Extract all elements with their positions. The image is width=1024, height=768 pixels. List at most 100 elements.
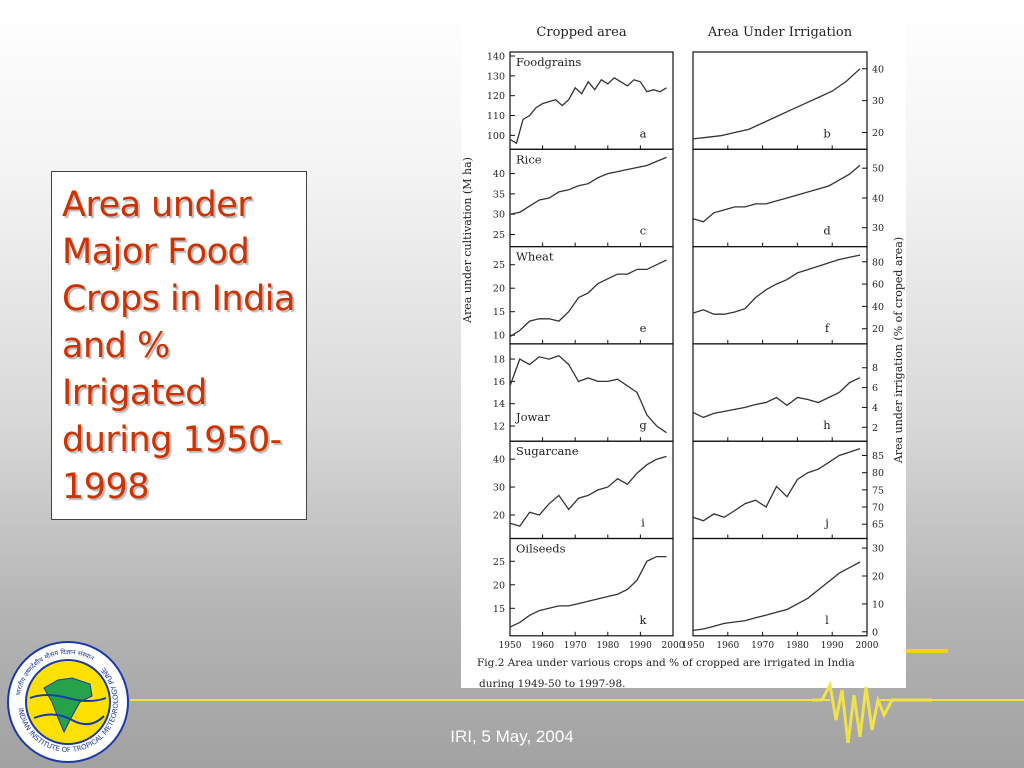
series-line-l xyxy=(692,561,861,632)
ytick-label-k: 25 xyxy=(493,557,505,568)
panel-letter-c: c xyxy=(640,224,646,238)
ytick-label-c: 35 xyxy=(493,189,505,200)
ytick-label-b: 20 xyxy=(872,128,884,139)
series-line-a xyxy=(509,76,667,145)
panel-letter-i: i xyxy=(641,516,645,530)
figure-caption-line1: Fig.2 Area under various crops and % of … xyxy=(477,657,855,669)
xtick-label-col1: 1960 xyxy=(716,641,739,651)
crop-label-k: Oilseeds xyxy=(516,542,566,556)
series-line-i xyxy=(509,455,667,527)
panel-frame-f xyxy=(692,246,868,345)
series-line-h xyxy=(692,377,861,419)
xtick-label-col1: 2000 xyxy=(856,641,879,651)
iitm-logo: INDIAN INSTITUTE OF TROPICAL METEOROLOGY… xyxy=(7,641,129,763)
title-box: Area under Major Food Crops in India and… xyxy=(51,171,307,520)
series-line-d xyxy=(692,164,861,223)
xtick-label-col0: 1960 xyxy=(531,641,554,651)
ytick-label-f: 20 xyxy=(872,324,884,335)
ytick-label-d: 30 xyxy=(872,223,884,234)
column-title-irrigation: Area Under Irrigation xyxy=(707,25,853,40)
ytick-label-a: 120 xyxy=(487,91,505,102)
panel-letter-b: b xyxy=(823,126,830,140)
panel-letter-k: k xyxy=(640,613,648,627)
figure: Cropped area Area Under Irrigation Area un… xyxy=(461,20,906,688)
panel-frame-d xyxy=(692,148,868,248)
panel-frame-b xyxy=(692,51,868,150)
ytick-label-g: 14 xyxy=(493,399,505,410)
panel-frame-l xyxy=(692,537,868,637)
series-line-e xyxy=(509,259,667,338)
xtick-label-col0: 1990 xyxy=(629,641,652,651)
accent-dash xyxy=(906,649,948,653)
ytick-label-j: 85 xyxy=(872,451,884,462)
panel-letter-d: d xyxy=(823,224,831,238)
ytick-label-e: 15 xyxy=(493,307,505,318)
ytick-label-e: 25 xyxy=(493,260,505,271)
ylabel-right: Area under irrigation (% of croped area) xyxy=(892,237,905,464)
series-line-c xyxy=(509,156,667,215)
figure-caption-line2: during 1949-50 to 1997-98. xyxy=(479,678,626,688)
ytick-label-l: 0 xyxy=(872,627,878,638)
ytick-label-h: 6 xyxy=(872,383,878,394)
xtick-label-col0: 1970 xyxy=(564,641,587,651)
panel-letter-f: f xyxy=(825,321,830,335)
series-line-j xyxy=(692,447,861,522)
crop-label-c: Rice xyxy=(516,152,542,166)
ytick-label-i: 20 xyxy=(493,510,505,521)
ytick-label-j: 70 xyxy=(872,503,884,514)
series-line-k xyxy=(509,555,667,628)
ytick-label-l: 20 xyxy=(872,571,884,582)
ytick-label-a: 140 xyxy=(487,52,505,63)
series-line-b xyxy=(692,68,861,140)
series-line-f xyxy=(692,254,861,315)
ytick-label-c: 25 xyxy=(493,230,505,241)
crop-label-e: Wheat xyxy=(516,250,554,264)
slide-title: Area under Major Food Crops in India and… xyxy=(62,185,295,507)
ytick-label-i: 40 xyxy=(493,455,505,466)
ytick-label-b: 40 xyxy=(872,64,884,75)
panel-letter-g: g xyxy=(639,418,647,432)
ytick-label-h: 2 xyxy=(872,423,878,434)
xtick-label-col1: 1990 xyxy=(821,641,844,651)
panel-frame-g xyxy=(509,343,674,442)
crop-label-a: Foodgrains xyxy=(516,55,581,69)
ytick-label-l: 10 xyxy=(872,599,884,610)
ylabel-left: Area under cultivation (M ha) xyxy=(461,157,474,324)
panel-letter-l: l xyxy=(825,613,829,627)
ytick-label-a: 100 xyxy=(487,131,505,142)
panel-letter-j: j xyxy=(823,516,829,530)
ytick-label-a: 110 xyxy=(487,111,505,122)
xtick-label-col1: 1970 xyxy=(751,641,774,651)
panel-frame-k xyxy=(509,537,674,637)
panel-letter-a: a xyxy=(640,126,647,140)
ytick-label-l: 30 xyxy=(872,544,884,555)
crop-label-i: Sugarcane xyxy=(516,444,579,458)
ytick-label-i: 30 xyxy=(493,483,505,494)
ytick-label-g: 18 xyxy=(493,355,505,366)
column-title-cropped: Cropped area xyxy=(536,25,626,40)
ytick-label-b: 30 xyxy=(872,96,884,107)
panel-letter-e: e xyxy=(640,321,647,335)
ytick-label-h: 8 xyxy=(872,363,878,374)
crop-label-g: Jowar xyxy=(515,410,550,424)
ytick-label-a: 130 xyxy=(487,71,505,82)
ytick-label-f: 40 xyxy=(872,302,884,313)
ytick-label-k: 15 xyxy=(493,604,505,615)
footer-text: IRI, 5 May, 2004 xyxy=(450,727,574,746)
ytick-label-h: 4 xyxy=(872,403,878,414)
ytick-label-g: 12 xyxy=(493,422,505,433)
waveform-decoration xyxy=(812,680,932,744)
xtick-label-col0: 1980 xyxy=(596,641,619,651)
ytick-label-e: 20 xyxy=(493,284,505,295)
ytick-label-f: 60 xyxy=(872,280,884,291)
ytick-label-d: 40 xyxy=(872,193,884,204)
series-line-g xyxy=(509,354,667,434)
xtick-label-col0: 1950 xyxy=(499,641,522,651)
ytick-label-c: 30 xyxy=(493,210,505,221)
ytick-label-j: 80 xyxy=(872,468,884,479)
panel-letter-h: h xyxy=(823,418,831,432)
ytick-label-f: 80 xyxy=(872,257,884,268)
ytick-label-j: 65 xyxy=(872,520,884,531)
ytick-label-j: 75 xyxy=(872,485,884,496)
chart-grid: Cropped area Area Under Irrigation Area un… xyxy=(461,25,905,688)
